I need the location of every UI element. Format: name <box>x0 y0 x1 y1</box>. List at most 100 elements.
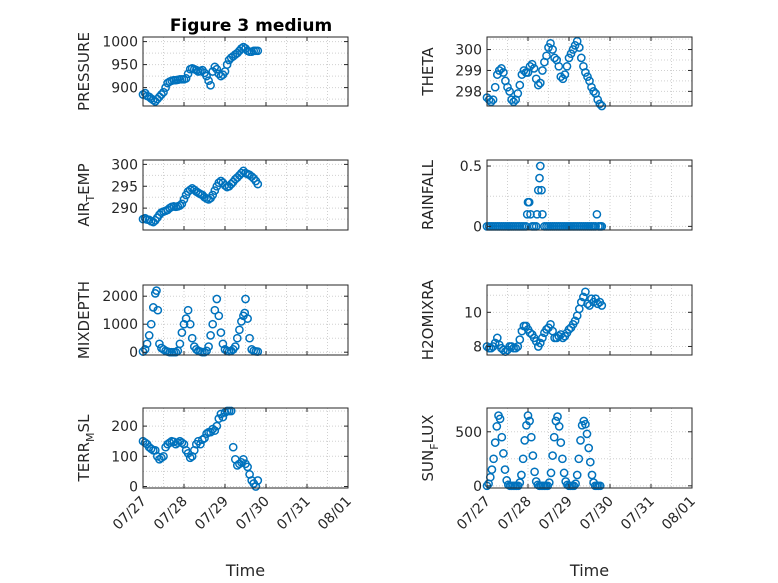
data-point <box>505 87 514 96</box>
axes-frame <box>142 284 349 356</box>
data-point <box>544 43 553 52</box>
x-tick-label: 07/29 <box>192 494 232 534</box>
y-axis-label: SUNFLUX <box>419 415 441 482</box>
data-point <box>535 338 545 348</box>
data-point <box>593 299 603 309</box>
data-point <box>218 412 228 422</box>
axes-frame <box>486 159 693 231</box>
data-point <box>507 342 516 351</box>
data-point <box>525 61 535 71</box>
data-point <box>593 95 603 105</box>
y-tick-label: 300 <box>455 43 482 59</box>
data-point <box>206 331 215 340</box>
y-tick-label: 295 <box>111 179 138 195</box>
data-point <box>159 451 168 461</box>
data-point <box>146 444 156 454</box>
data-point <box>181 314 191 323</box>
subplot-left-3: 0 1000 2000 MIXDEPTH <box>75 281 349 361</box>
data-point <box>513 89 523 98</box>
y-tick-label: 300 <box>111 157 138 173</box>
data-point <box>206 80 215 90</box>
data-point <box>179 319 189 329</box>
y-tick-label: 0 <box>473 219 482 235</box>
data-point <box>549 432 559 442</box>
axes-frame <box>142 407 349 489</box>
data-point <box>558 454 567 464</box>
x-tick-label: 07/27 <box>454 494 494 534</box>
data-point <box>177 199 187 209</box>
data-point <box>208 319 218 329</box>
data-point <box>581 287 590 297</box>
data-point <box>146 319 156 329</box>
data-point <box>183 305 193 315</box>
y-tick-label: 900 <box>111 81 138 97</box>
subplot-right-4: 0 500 07/27 07/28 07/29 07/30 07/31 08/01 SUNFLU… <box>419 407 699 580</box>
data-point <box>509 97 518 107</box>
data-point <box>556 72 566 82</box>
data-point <box>570 41 580 50</box>
x-tick-label: 07/31 <box>618 494 658 534</box>
data-point <box>581 68 590 77</box>
subplot-left-4: 0 100 200 07/27 07/28 07/29 07/30 07/31 08/01 TER… <box>75 406 355 580</box>
data-point <box>507 95 516 105</box>
data-point <box>554 61 564 71</box>
y-axis-label: AIRTEMP <box>75 163 97 226</box>
data-point <box>140 345 150 354</box>
y-axis-label: RAINFALL <box>419 159 437 230</box>
data-point <box>595 481 605 491</box>
data-point <box>202 346 211 356</box>
x-tick-label: 07/28 <box>495 494 535 534</box>
data-point <box>511 343 521 353</box>
data-point <box>181 74 191 83</box>
data-point <box>218 339 228 349</box>
y-axis-label: MIXDEPTH <box>75 281 93 359</box>
y-tick-label: 1000 <box>102 317 138 333</box>
data-point <box>537 185 546 195</box>
subplot-right-3: 8 10 H2OMIXRA <box>419 279 693 360</box>
y-axis-label: THETA <box>419 47 437 97</box>
data-point <box>558 333 568 343</box>
data-point <box>546 468 556 478</box>
data-point <box>525 328 535 338</box>
data-point <box>526 432 536 442</box>
data-point <box>542 51 551 61</box>
data-point <box>529 64 539 73</box>
data-point <box>239 454 248 464</box>
data-point <box>208 190 218 200</box>
x-tick-label: 07/27 <box>110 494 150 534</box>
data-point <box>228 442 238 452</box>
data-point <box>579 292 588 302</box>
subplot-right-2: 0 0.5 RAINFALL <box>419 159 693 235</box>
data-point <box>517 470 526 480</box>
data-point <box>222 60 232 69</box>
subplot-left-2: 290 295 300 AIRTEMP <box>75 157 349 231</box>
data-point <box>490 82 500 92</box>
data-point <box>574 43 584 52</box>
data-point <box>185 453 195 463</box>
data-point <box>576 436 585 445</box>
data-point <box>583 72 592 82</box>
x-tick-label: 07/29 <box>536 494 576 534</box>
data-point <box>544 478 554 487</box>
data-point <box>202 429 211 439</box>
data-point <box>538 66 547 75</box>
data-point <box>187 333 197 343</box>
x-tick-label: 08/01 <box>315 494 355 534</box>
data-point <box>152 286 161 295</box>
data-point <box>597 301 607 310</box>
data-point <box>214 414 224 423</box>
data-point <box>200 433 209 443</box>
y-tick-label: 8 <box>473 339 482 355</box>
data-point <box>522 209 532 219</box>
data-point <box>538 209 547 219</box>
figure-title: Figure 3 medium <box>170 16 332 36</box>
data-point <box>562 61 572 71</box>
y-tick-label: 1000 <box>102 35 138 51</box>
data-point <box>518 454 528 464</box>
y-tick-label: 500 <box>455 425 482 441</box>
data-point <box>210 426 220 435</box>
data-point <box>157 453 166 463</box>
y-tick-label: 100 <box>111 449 138 465</box>
data-point <box>237 168 246 178</box>
